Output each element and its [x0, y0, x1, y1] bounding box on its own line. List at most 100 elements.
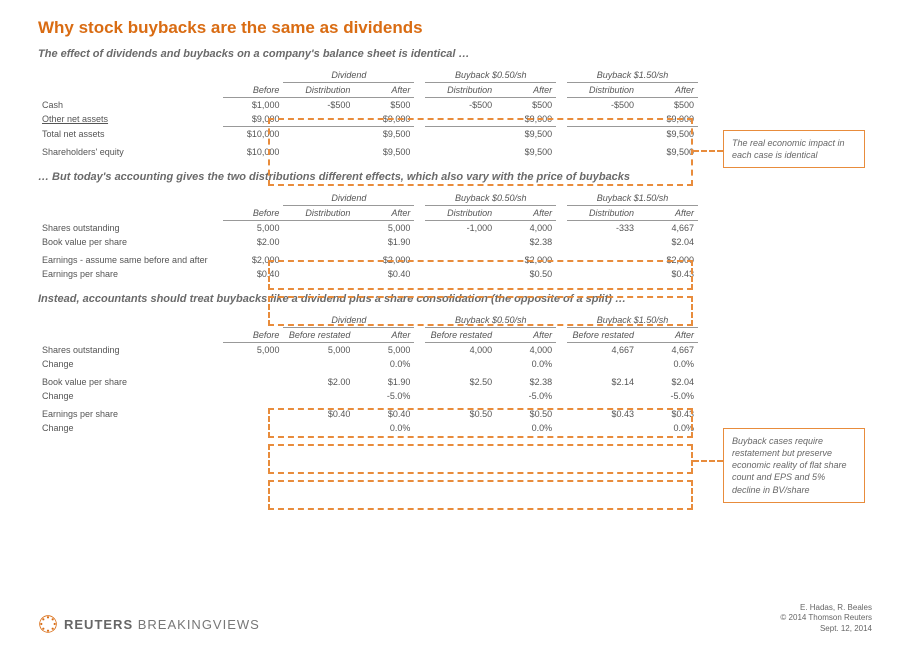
- cell: [567, 267, 638, 281]
- cell: [283, 421, 354, 435]
- page-title: Why stock buybacks are the same as divid…: [38, 18, 872, 38]
- cell: $0.40: [354, 267, 414, 281]
- cell: 5,000: [223, 343, 283, 358]
- cell: [567, 357, 638, 371]
- cell: $1.90: [354, 371, 414, 389]
- col-before: Before: [223, 83, 283, 98]
- connector-1: [693, 150, 723, 152]
- callout-1: The real economic impact in each case is…: [723, 130, 865, 168]
- cell: [425, 112, 496, 127]
- cell: [223, 421, 283, 435]
- table-row: Shareholders' equity $10,000$9,500 $9,50…: [38, 141, 698, 159]
- cell: [283, 389, 354, 403]
- table-row: Earnings - assume same before and after …: [38, 249, 698, 267]
- footer: REUTERS BREAKINGVIEWS E. Hadas, R. Beale…: [38, 603, 872, 634]
- logo-text: REUTERS BREAKINGVIEWS: [64, 617, 260, 632]
- cell: [283, 141, 354, 159]
- col-after: After: [354, 83, 414, 98]
- table-accounting: Dividend Buyback $0.50/sh Buyback $1.50/…: [38, 191, 698, 281]
- row-label: Earnings per share: [38, 267, 223, 281]
- cell: [283, 235, 354, 249]
- authors: E. Hadas, R. Beales: [780, 603, 872, 613]
- row-label: Earnings - assume same before and after: [38, 249, 223, 267]
- row-label: Shareholders' equity: [38, 141, 223, 159]
- cell: [567, 141, 638, 159]
- connector-3: [693, 460, 723, 462]
- row-label: Shares outstanding: [38, 343, 223, 358]
- cell: 4,000: [496, 343, 556, 358]
- cell: -$500: [425, 98, 496, 113]
- col-dist: Distribution: [283, 83, 354, 98]
- cell: $2,000: [496, 249, 556, 267]
- cell: $9,500: [638, 127, 698, 142]
- cell: $2.14: [567, 371, 638, 389]
- cell: 0.0%: [638, 357, 698, 371]
- reuters-icon: [38, 614, 58, 634]
- cell: $0.40: [283, 403, 354, 421]
- cell: [283, 221, 354, 236]
- cell: 4,667: [567, 343, 638, 358]
- cell: 5,000: [283, 343, 354, 358]
- cell: [283, 112, 354, 127]
- table-row: Earnings per share $0.40$0.40 $0.50$0.50…: [38, 403, 698, 421]
- row-label: Earnings per share: [38, 403, 223, 421]
- table-row: Shares outstanding 5,0005,0005,000 4,000…: [38, 343, 698, 358]
- cell: $0.40: [223, 267, 283, 281]
- cell: [425, 421, 496, 435]
- cell: $2.04: [638, 235, 698, 249]
- cell: $2.38: [496, 235, 556, 249]
- cell: $0.43: [638, 403, 698, 421]
- row-label: Change: [38, 357, 223, 371]
- cell: 4,000: [496, 221, 556, 236]
- table-row: Total net assets $10,000$9,500 $9,500 $9…: [38, 127, 698, 142]
- cell: $9,500: [354, 141, 414, 159]
- table-row: Change -5.0% -5.0% -5.0%: [38, 389, 698, 403]
- cell: 0.0%: [496, 421, 556, 435]
- row-label: Book value per share: [38, 235, 223, 249]
- table-row: Earnings per share $0.40$0.40 $0.50 $0.4…: [38, 267, 698, 281]
- section2-subtitle: … But today's accounting gives the two d…: [38, 171, 872, 183]
- cell: $0.43: [567, 403, 638, 421]
- table-restated: Dividend Buyback $0.50/sh Buyback $1.50/…: [38, 313, 698, 435]
- cell: $9,500: [496, 127, 556, 142]
- cell: $0.50: [496, 403, 556, 421]
- cell: $0.50: [496, 267, 556, 281]
- cell: -5.0%: [354, 389, 414, 403]
- cell: $9,000: [496, 112, 556, 127]
- cell: [425, 267, 496, 281]
- cell: [567, 421, 638, 435]
- cell: 0.0%: [496, 357, 556, 371]
- cell: [425, 141, 496, 159]
- cell: $500: [496, 98, 556, 113]
- cell: 0.0%: [354, 421, 414, 435]
- cell: [223, 389, 283, 403]
- cell: [223, 403, 283, 421]
- cell: [283, 127, 354, 142]
- cell: $2,000: [638, 249, 698, 267]
- row-label: Change: [38, 421, 223, 435]
- logo: REUTERS BREAKINGVIEWS: [38, 614, 260, 634]
- cell: $9,500: [354, 127, 414, 142]
- row-label: Cash: [38, 98, 223, 113]
- cell: [425, 249, 496, 267]
- cell: $2.00: [283, 371, 354, 389]
- cell: -5.0%: [496, 389, 556, 403]
- copyright: © 2014 Thomson Reuters: [780, 613, 872, 623]
- cell: 0.0%: [638, 421, 698, 435]
- row-label: Other net assets: [38, 112, 223, 127]
- cell: [567, 389, 638, 403]
- row-label: Total net assets: [38, 127, 223, 142]
- cell: $2.04: [638, 371, 698, 389]
- cell: [567, 112, 638, 127]
- highlight-box-3c: [268, 480, 693, 510]
- date: Sept. 12, 2014: [780, 624, 872, 634]
- cell: [283, 357, 354, 371]
- col-group-buyback2: Buyback $1.50/sh: [567, 68, 698, 83]
- cell: 5,000: [354, 343, 414, 358]
- table-row: Book value per share $2.00$1.90 $2.38 $2…: [38, 235, 698, 249]
- row-label: Book value per share: [38, 371, 223, 389]
- table-row: Change 0.0% 0.0% 0.0%: [38, 357, 698, 371]
- cell: $2,000: [223, 249, 283, 267]
- row-label: Change: [38, 389, 223, 403]
- cell: $1.90: [354, 235, 414, 249]
